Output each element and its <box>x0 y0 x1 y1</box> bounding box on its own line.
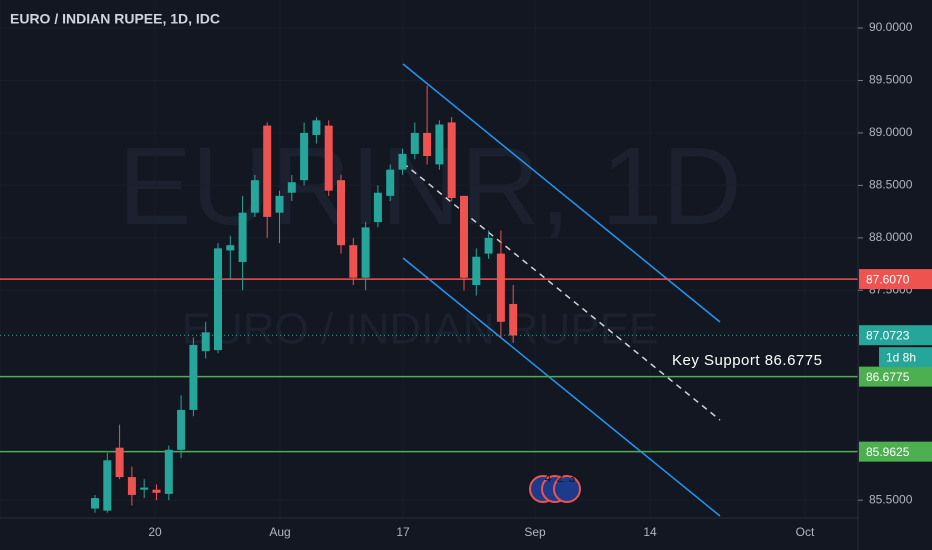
candle-body <box>496 253 505 322</box>
y-tick-label: 90.0000 <box>869 20 913 34</box>
chart-title: EURO / INDIAN RUPEE, 1D, IDC <box>10 11 220 27</box>
event-count: 2 <box>557 471 564 485</box>
y-tick-label: 89.5000 <box>869 73 913 87</box>
candle-body <box>164 449 173 494</box>
candle-body <box>361 227 370 278</box>
annotation: Key Support 86.6775 <box>672 352 822 369</box>
candle-body <box>287 182 296 193</box>
level-label: 87.6070 <box>866 272 910 286</box>
candle-body <box>238 212 247 262</box>
candle-body <box>152 489 161 493</box>
candle-body <box>460 195 468 278</box>
candle-body <box>189 344 198 410</box>
candle-body <box>214 248 222 351</box>
candle-body <box>312 120 321 136</box>
candle-body <box>250 180 259 213</box>
y-tick-label: 88.5000 <box>869 178 913 192</box>
candle-body <box>472 256 481 286</box>
candle-body <box>201 332 210 352</box>
x-tick-label: Oct <box>796 525 815 539</box>
event-count: 4 <box>545 471 552 485</box>
last-price-box <box>859 325 932 346</box>
candle-body <box>435 124 444 165</box>
candle-body <box>275 195 284 213</box>
candle-body <box>91 498 99 509</box>
event-count: 3 <box>569 471 576 485</box>
watermark-sub: EURO / INDIAN RUPEE <box>182 305 659 354</box>
candle-body <box>484 237 493 254</box>
candle-body <box>140 487 149 490</box>
y-tick-label: 88.0000 <box>869 230 913 244</box>
candle-body <box>263 125 272 217</box>
candle-body <box>373 192 382 223</box>
y-tick-label: 89.0000 <box>869 125 913 139</box>
candle-body <box>386 169 395 196</box>
level-label: 85.9625 <box>866 445 910 459</box>
x-tick-label: 17 <box>396 525 410 539</box>
candle-body <box>127 477 136 495</box>
level-box <box>859 441 932 462</box>
last-price-label: 87.0723 <box>866 328 910 342</box>
candle-body <box>447 122 456 198</box>
candle-body <box>226 245 235 251</box>
candle-body <box>300 132 309 181</box>
candle-body <box>337 180 345 246</box>
candle-body <box>103 460 112 511</box>
countdown-box <box>879 347 932 368</box>
candle-body <box>349 245 358 278</box>
level-label: 86.6775 <box>866 370 910 384</box>
level-box <box>859 366 932 387</box>
y-tick-label: 85.5000 <box>869 492 913 506</box>
candle-body <box>410 132 419 154</box>
candle-body <box>324 125 333 191</box>
countdown: 1d 8h <box>886 350 916 364</box>
x-tick-label: 20 <box>148 525 162 539</box>
x-tick-label: 14 <box>643 525 657 539</box>
x-tick-label: Aug <box>269 525 290 539</box>
candle-body <box>177 409 186 450</box>
candle-body <box>115 447 124 478</box>
channel-lower <box>402 257 721 517</box>
candle-body <box>509 303 518 336</box>
event-badge[interactable] <box>553 475 581 503</box>
x-tick-label: Sep <box>524 525 546 539</box>
level-box <box>859 269 932 290</box>
candle-body <box>398 153 407 170</box>
candle-body <box>423 132 432 157</box>
channel-mid <box>402 162 721 421</box>
